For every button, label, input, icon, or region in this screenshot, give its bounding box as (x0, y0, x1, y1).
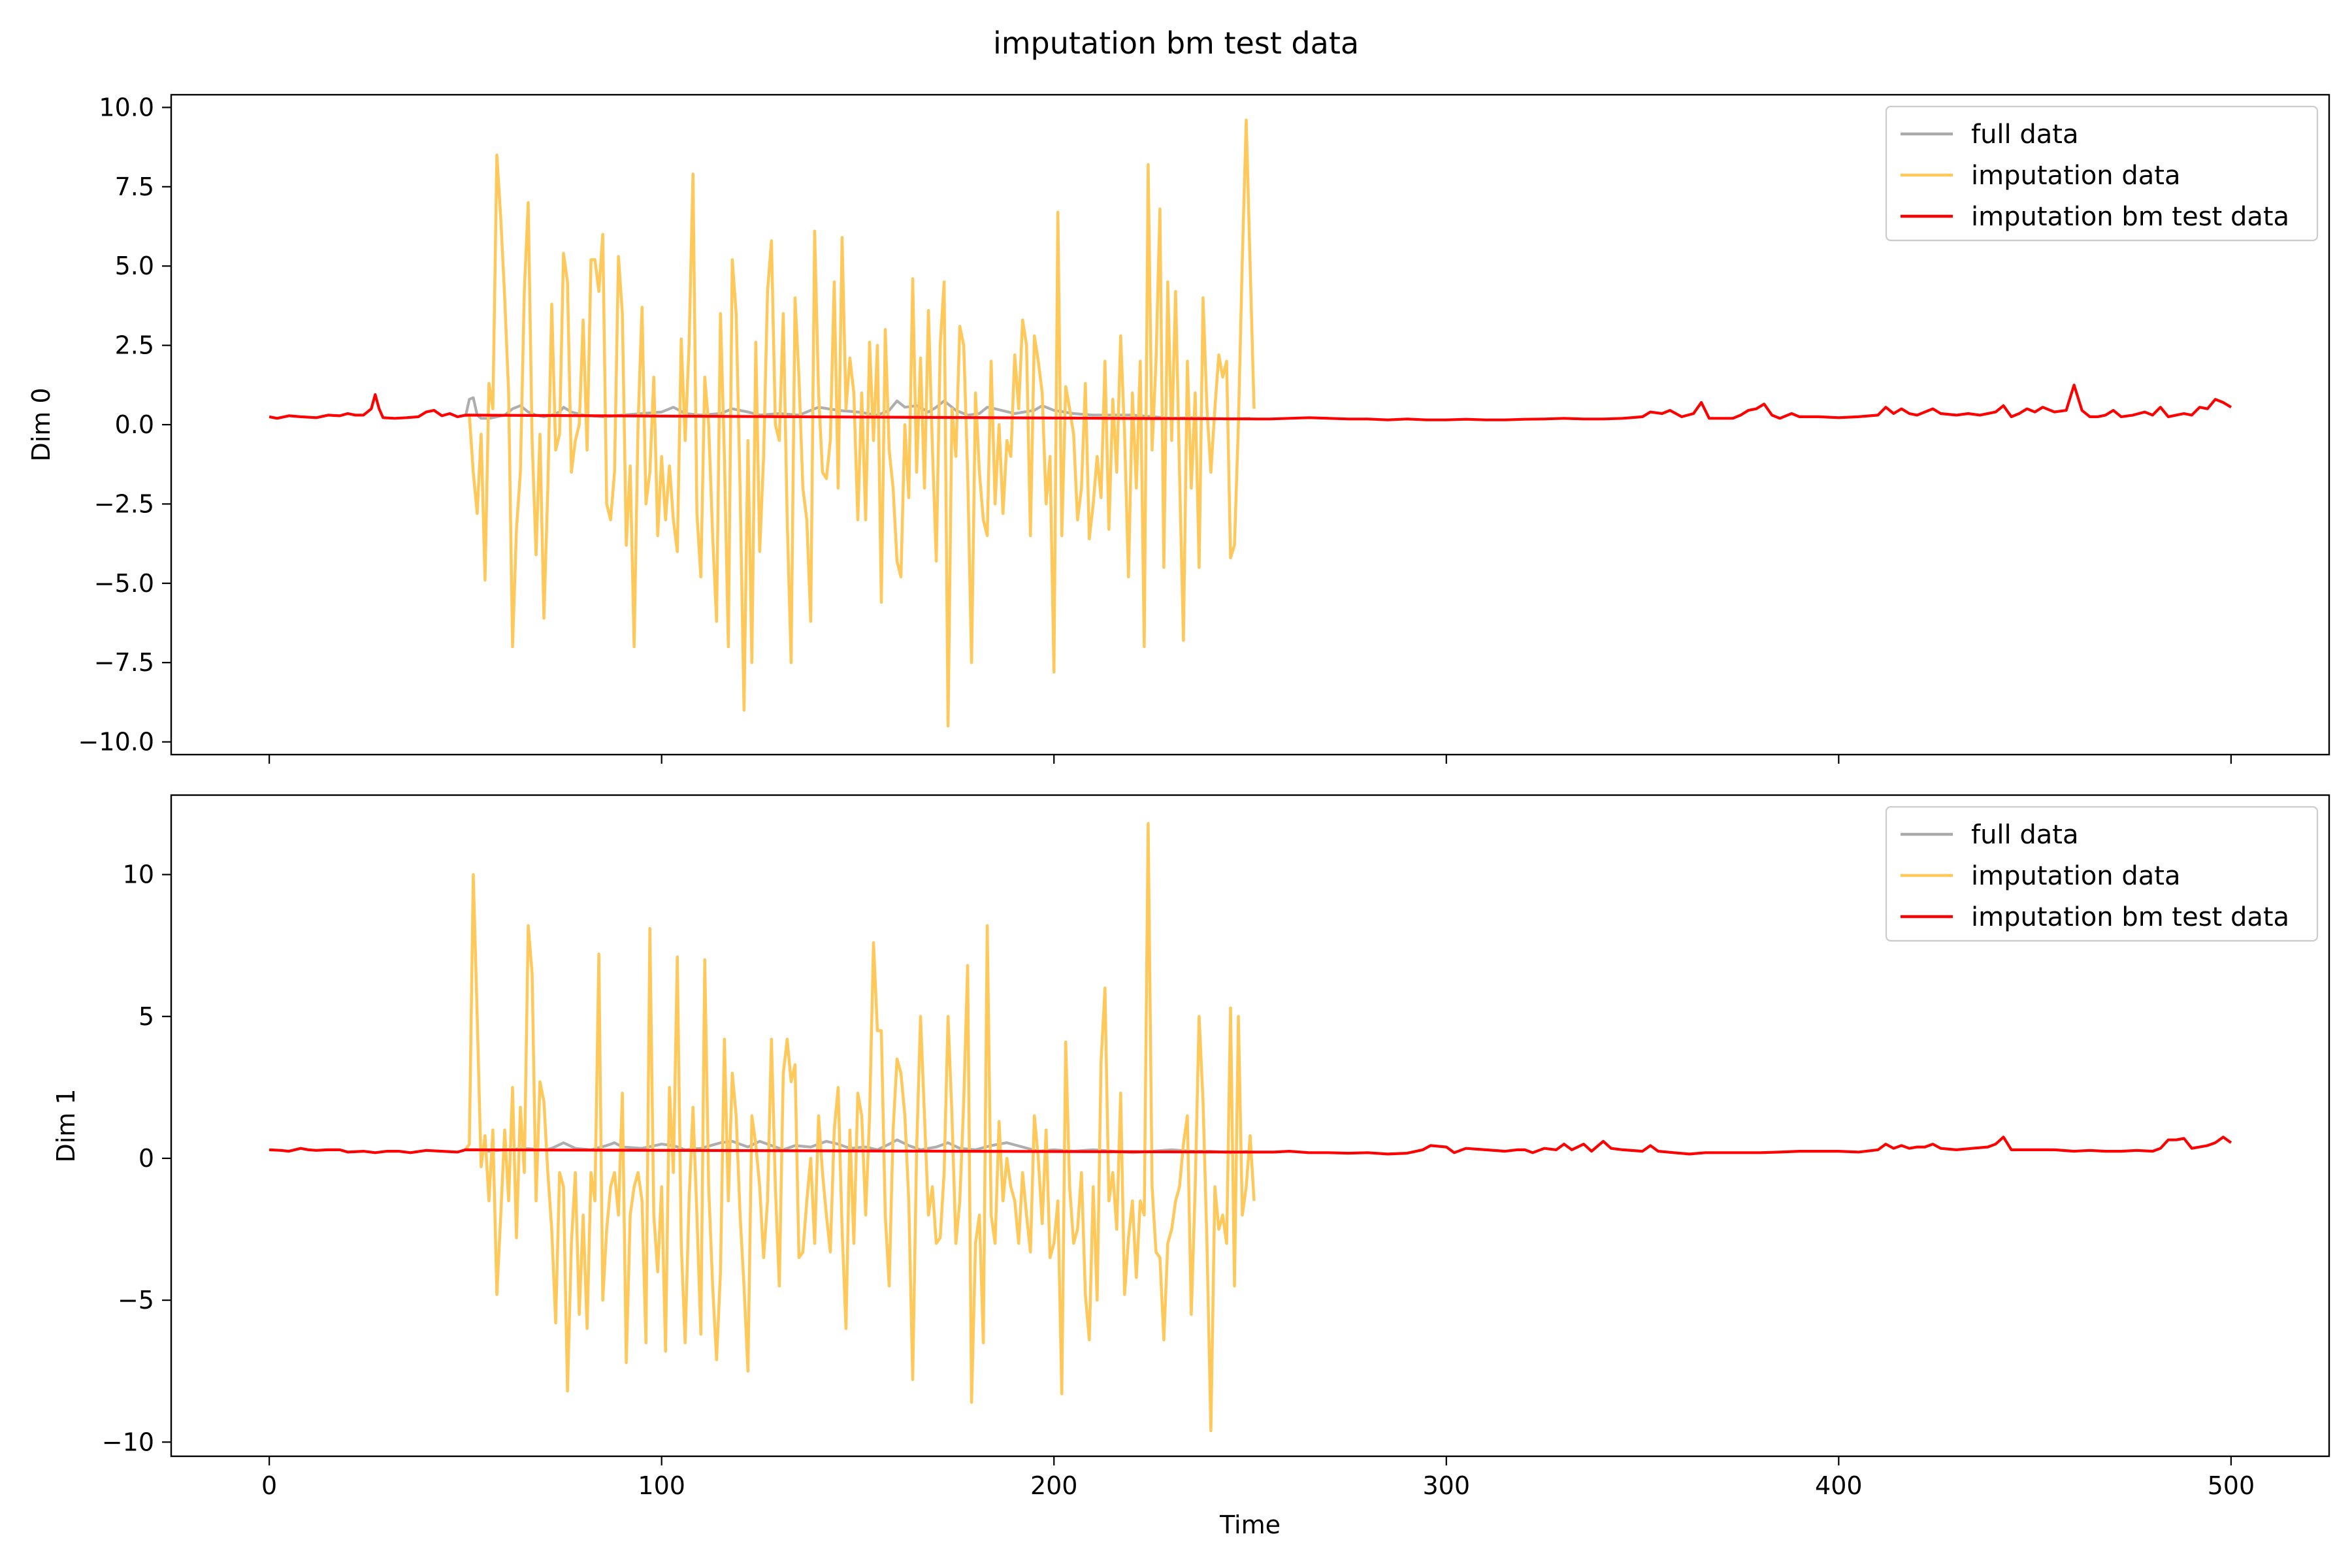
y-tick-label: −7.5 (94, 648, 154, 677)
y-tick-label: 5 (139, 1002, 154, 1031)
y-tick-label: 0.0 (115, 410, 154, 439)
legend-entry-label: imputation bm test data (1971, 902, 2289, 932)
x-tick-label: 0 (261, 1471, 277, 1500)
series-group (269, 118, 2232, 728)
series-line-full (464, 396, 1250, 421)
series-group (269, 822, 2232, 1433)
y-tick-label: −5 (118, 1286, 154, 1315)
y-tick-label: 7.5 (115, 172, 154, 201)
legend: full data imputation data imputation bm te… (1885, 105, 2319, 242)
y-tick-label: 10.0 (99, 93, 154, 122)
figure-title: imputation bm test data (993, 25, 1359, 61)
legend-entry-label: full data (1971, 120, 2078, 150)
legend-box (1885, 806, 2319, 942)
y-tick-label: 10 (123, 860, 154, 889)
x-tick-label: 200 (1030, 1471, 1078, 1500)
y-tick-label: −10.0 (78, 728, 154, 757)
y-tick-label: −5.0 (94, 569, 154, 598)
y-axis-label: Dim 0 (27, 387, 56, 461)
legend-entry-label: imputation data (1971, 861, 2180, 891)
x-tick-label: 400 (1815, 1471, 1863, 1500)
x-tick-label: 100 (638, 1471, 685, 1500)
y-tick-label: −10 (102, 1428, 154, 1456)
series-line-imputation (464, 822, 1256, 1433)
series-line-bm (269, 384, 2232, 421)
legend-entry-label: full data (1971, 820, 2078, 850)
subplot-dim-0: −10.0 −7.5 −5.0 −2.5 0.0 2.5 5.0 7.5 10.0 Dim 0 fu… (27, 93, 2330, 764)
y-tick-label: −2.5 (94, 489, 154, 518)
subplot-dim-1: 0 100 200 300 400 500 −10 −5 0 5 10 Dim 1 Time full d… (52, 794, 2330, 1539)
legend-box (1885, 105, 2319, 242)
x-tick-label: 500 (2208, 1471, 2255, 1500)
y-axis-label: Dim 1 (52, 1088, 80, 1162)
y-tick-label: 2.5 (115, 331, 154, 360)
x-axis-label: Time (1219, 1511, 1281, 1539)
legend-entry-label: imputation data (1971, 161, 2180, 191)
plot-frame (170, 794, 2330, 1458)
legend-entry-label: imputation bm test data (1971, 202, 2289, 232)
y-tick-label: 5.0 (115, 252, 154, 280)
y-tick-label: 0 (139, 1144, 154, 1173)
series-line-bm (269, 1135, 2232, 1156)
x-tick-label: 300 (1423, 1471, 1471, 1500)
legend: full data imputation data imputation bm te… (1885, 806, 2319, 942)
series-line-imputation (465, 118, 1256, 728)
